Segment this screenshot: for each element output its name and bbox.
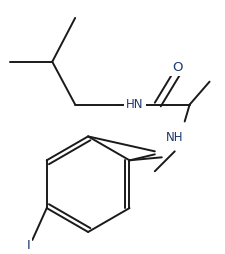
Text: HN: HN	[126, 98, 143, 111]
Text: I: I	[26, 240, 30, 252]
Text: NH: NH	[165, 131, 183, 144]
Text: O: O	[172, 61, 182, 74]
